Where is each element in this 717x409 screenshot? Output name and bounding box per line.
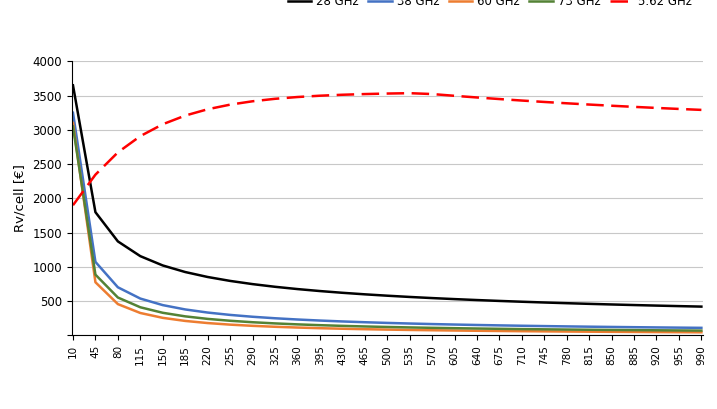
Legend: 28 GHz, 38 GHz, 60 GHz, 73 GHz, 5.62 GHz: 28 GHz, 38 GHz, 60 GHz, 73 GHz, 5.62 GHz xyxy=(283,0,697,13)
Y-axis label: Rv/cell [€]: Rv/cell [€] xyxy=(14,164,27,232)
